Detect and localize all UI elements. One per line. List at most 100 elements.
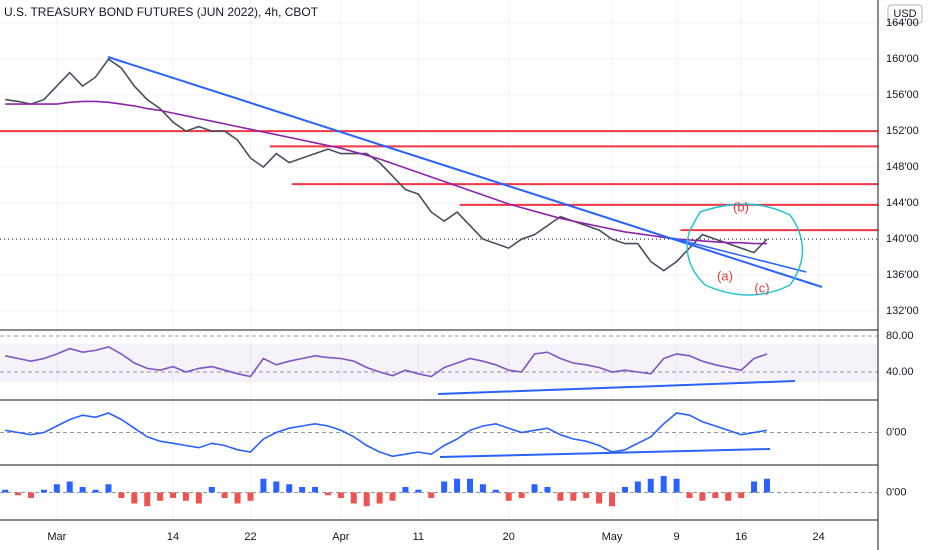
histogram-bar bbox=[208, 487, 215, 493]
histogram-bar bbox=[221, 492, 228, 498]
histogram-bar bbox=[492, 489, 499, 493]
wave-label: (a) bbox=[717, 268, 733, 283]
currency-button[interactable] bbox=[887, 4, 923, 24]
histogram-bar bbox=[466, 478, 473, 493]
y-tick-label: 132'00 bbox=[886, 305, 919, 317]
histogram-bar bbox=[105, 484, 112, 493]
chart-title: U.S. TREASURY BOND FUTURES (JUN 2022), 4… bbox=[4, 5, 319, 19]
trend-line bbox=[671, 237, 807, 273]
x-tick-label: 22 bbox=[244, 531, 256, 543]
histogram-bar bbox=[389, 492, 396, 501]
histogram-bar bbox=[234, 492, 241, 504]
trend-line bbox=[437, 380, 796, 395]
histogram-bar bbox=[647, 478, 654, 493]
y-tick-label: 0'00 bbox=[886, 426, 906, 438]
histogram-bar bbox=[260, 478, 267, 493]
histogram-bar bbox=[531, 484, 538, 493]
histogram-bar bbox=[763, 478, 770, 493]
y-tick-label: 144'00 bbox=[886, 197, 919, 209]
histogram-bar bbox=[15, 492, 22, 496]
y-tick-label: 164'00 bbox=[886, 17, 919, 29]
histogram-bar bbox=[40, 489, 47, 493]
histogram-bar bbox=[286, 484, 293, 493]
x-tick-label: 20 bbox=[503, 531, 515, 543]
x-tick-label: 14 bbox=[167, 531, 179, 543]
histogram-bar bbox=[273, 481, 280, 493]
histogram-bar bbox=[583, 492, 590, 498]
y-tick-label: 140'00 bbox=[886, 233, 919, 245]
series-line bbox=[5, 412, 768, 458]
trend-line bbox=[439, 448, 771, 458]
x-tick-label: 11 bbox=[413, 531, 424, 543]
y-tick-label: 152'00 bbox=[886, 125, 919, 137]
series-line bbox=[5, 345, 768, 378]
histogram-bar bbox=[182, 492, 189, 501]
histogram-bar bbox=[170, 492, 177, 498]
histogram-bar bbox=[195, 492, 202, 504]
histogram-bar bbox=[596, 492, 603, 504]
wave-label: (c) bbox=[754, 280, 769, 295]
histogram-bar bbox=[479, 484, 486, 493]
y-tick-label: 160'00 bbox=[886, 53, 919, 65]
wave-label: (b) bbox=[733, 199, 749, 214]
histogram-bar bbox=[312, 487, 319, 493]
x-tick-label: Apr bbox=[332, 531, 349, 543]
histogram-bar bbox=[634, 481, 641, 493]
histogram-bar bbox=[660, 476, 667, 493]
histogram-bar bbox=[428, 492, 435, 498]
x-tick-label: Mar bbox=[47, 531, 66, 543]
histogram-bar bbox=[350, 492, 357, 504]
histogram-bar bbox=[66, 481, 73, 493]
histogram-bar bbox=[712, 492, 719, 498]
grid-layer bbox=[0, 0, 878, 520]
x-tick-label: May bbox=[602, 531, 623, 543]
y-tick-label: 40.00 bbox=[886, 366, 914, 378]
currency-label[interactable]: USD bbox=[893, 8, 916, 20]
histogram-bar bbox=[621, 487, 628, 493]
x-tick-label: 9 bbox=[674, 531, 680, 543]
x-tick-label: 16 bbox=[735, 531, 747, 543]
wave-circle bbox=[686, 203, 804, 296]
histogram-bar bbox=[2, 489, 9, 493]
y-tick-label: 156'00 bbox=[886, 89, 919, 101]
series-line bbox=[5, 100, 767, 245]
histogram-bar bbox=[92, 489, 99, 493]
mark-layer bbox=[0, 57, 878, 507]
histogram-bar bbox=[454, 478, 461, 493]
histogram-bar bbox=[376, 492, 383, 504]
trend-line bbox=[107, 56, 823, 288]
histogram-bar bbox=[738, 492, 745, 498]
histogram-bar bbox=[144, 492, 151, 507]
histogram-bar bbox=[324, 492, 331, 496]
histogram-bar bbox=[27, 492, 34, 498]
histogram-bar bbox=[53, 484, 60, 493]
x-tick-label: 24 bbox=[812, 531, 824, 543]
histogram-bar bbox=[699, 492, 706, 501]
histogram-bar bbox=[402, 487, 409, 493]
series-line bbox=[5, 57, 768, 272]
y-tick-label: 80.00 bbox=[886, 330, 914, 342]
y-tick-label: 136'00 bbox=[886, 269, 919, 281]
histogram-bar bbox=[299, 487, 306, 493]
histogram-bar bbox=[441, 481, 448, 493]
histogram-bar bbox=[609, 492, 616, 507]
histogram-bar bbox=[415, 489, 422, 493]
histogram-bar bbox=[518, 492, 525, 498]
histogram-bar bbox=[131, 492, 138, 504]
histogram-bar bbox=[505, 492, 512, 501]
histogram-bar bbox=[157, 492, 164, 501]
histogram-bar bbox=[118, 492, 125, 498]
histogram-bar bbox=[544, 487, 551, 493]
histogram-bar bbox=[725, 492, 732, 501]
histogram-bar bbox=[557, 492, 564, 501]
histogram-bar bbox=[337, 492, 344, 498]
histogram-bar bbox=[247, 492, 254, 501]
histogram-bar bbox=[673, 478, 680, 493]
histogram-bar bbox=[570, 492, 577, 501]
y-tick-label: 0'00 bbox=[886, 486, 906, 498]
y-tick-label: 148'00 bbox=[886, 161, 919, 173]
histogram-bar bbox=[79, 487, 86, 493]
histogram-bar bbox=[686, 492, 693, 498]
rsi-band bbox=[0, 344, 878, 382]
